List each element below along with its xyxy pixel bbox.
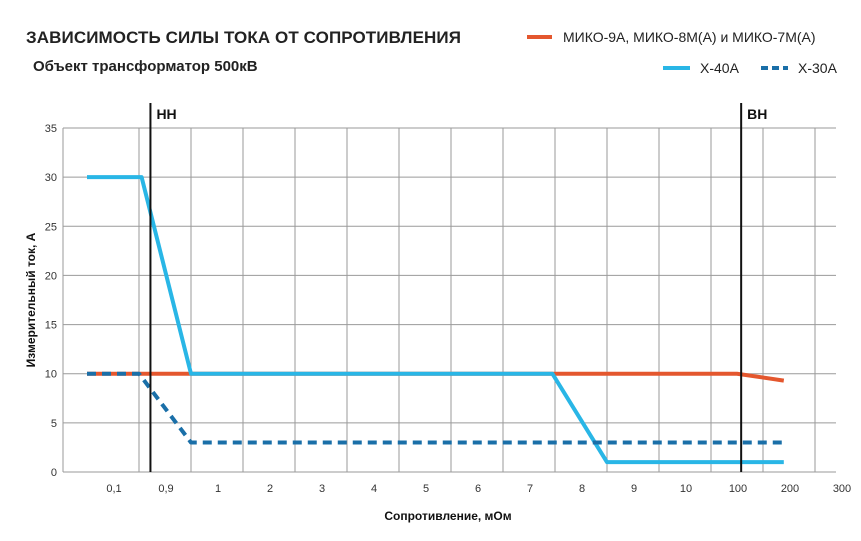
marker-label: ВН — [747, 106, 767, 122]
x-tick-label: 3 — [319, 483, 325, 495]
x-tick-label: 0,9 — [158, 483, 173, 495]
x-tick-label: 9 — [631, 483, 637, 495]
y-axis-label: Измерительный ток, А — [24, 232, 38, 367]
legend-label: Х-40А — [700, 60, 740, 76]
axes: 0 5 10 15 20 25 30 35 0,1 0,9 1 2 3 4 5 6 7 8 9 10 100 200 300 — [45, 123, 851, 495]
y-tick-label: 30 — [45, 172, 57, 184]
x-tick-label: 100 — [729, 483, 747, 495]
y-tick-label: 10 — [45, 369, 57, 381]
x-axis-label: Сопротивление, мОм — [384, 509, 511, 523]
legend-label: МИКО-9А, МИКО-8М(А) и МИКО-7М(А) — [563, 29, 816, 45]
x-tick-label: 0,1 — [106, 483, 121, 495]
y-tick-label: 25 — [45, 221, 57, 233]
x-tick-label: 300 — [833, 483, 851, 495]
series-line-2 — [87, 175, 784, 465]
y-tick-label: 20 — [45, 270, 57, 282]
x-tick-label: 7 — [527, 483, 533, 495]
marker-label: НН — [156, 106, 176, 122]
series-lines — [87, 175, 785, 465]
x-tick-label: 4 — [371, 483, 377, 495]
chart-subtitle: Объект трансформатор 500кВ — [33, 58, 258, 75]
legend: МИКО-9А, МИКО-8М(А) и МИКО-7М(А) Х-40А Х-3… — [527, 29, 838, 76]
series-line-3 — [87, 371, 784, 445]
x-tick-label: 1 — [215, 483, 221, 495]
x-tick-label: 200 — [781, 483, 799, 495]
legend-label: Х-30А — [798, 60, 838, 76]
series-line-1 — [87, 371, 785, 383]
grid — [62, 127, 836, 473]
y-tick-label: 0 — [51, 467, 57, 479]
vertical-markers: НН ВН — [149, 103, 767, 472]
x-tick-label: 2 — [267, 483, 273, 495]
y-tick-label: 35 — [45, 123, 57, 135]
x-tick-label: 10 — [680, 483, 692, 495]
chart-title: ЗАВИСИМОСТЬ СИЛЫ ТОКА ОТ СОПРОТИВЛЕНИЯ — [26, 28, 462, 47]
y-tick-label: 15 — [45, 320, 57, 332]
y-tick-label: 5 — [51, 418, 57, 430]
x-tick-label: 5 — [423, 483, 429, 495]
x-tick-label: 8 — [579, 483, 585, 495]
x-tick-label: 6 — [475, 483, 481, 495]
